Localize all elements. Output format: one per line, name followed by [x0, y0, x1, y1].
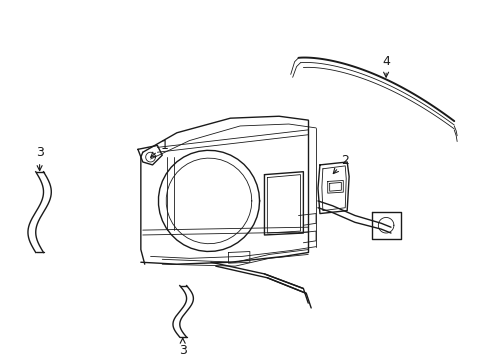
Text: 3: 3 [36, 146, 43, 171]
Text: 3: 3 [179, 338, 186, 357]
Text: 1: 1 [150, 139, 168, 157]
Text: 4: 4 [382, 55, 389, 77]
Text: 2: 2 [333, 153, 348, 174]
